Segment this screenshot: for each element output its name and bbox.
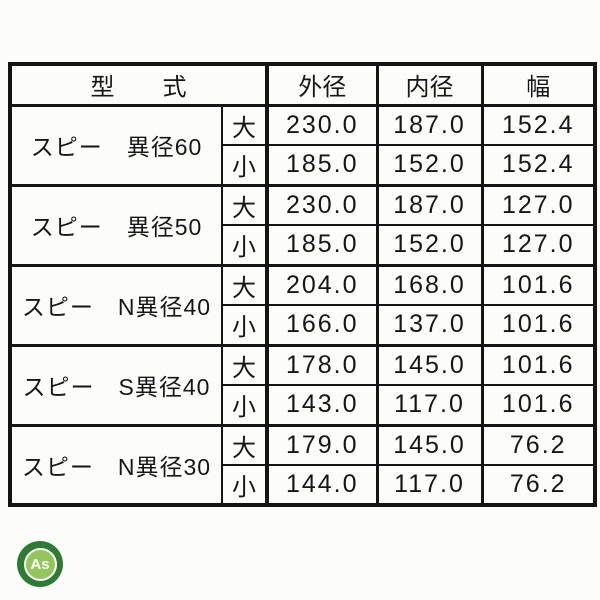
- width-value: 101.6: [480, 263, 596, 306]
- model-name: スピー N異径30: [9, 423, 223, 506]
- size-label-large: 大: [221, 343, 268, 386]
- outer-diameter-value: 179.0: [265, 423, 378, 466]
- as-logo-inner-circle: As: [23, 547, 57, 581]
- size-label-small: 小: [221, 304, 268, 346]
- table-row: 小 185.0 152.0 127.0: [10, 224, 596, 266]
- table-row: 小 143.0 117.0 101.6: [10, 384, 596, 426]
- table-row: スピー 異径60 大 230.0 187.0 152.4: [9, 104, 596, 186]
- outer-diameter-value: 230.0: [265, 104, 378, 146]
- inner-diameter-value: 187.0: [375, 104, 483, 146]
- inner-diameter-value: 145.0: [375, 423, 483, 466]
- table-row: 小 185.0 152.0 152.4: [10, 144, 596, 186]
- table-row: スピー N異径40 大 204.0 168.0 101.6: [9, 263, 596, 346]
- width-value: 127.0: [480, 224, 596, 266]
- model-name: スピー 異径50: [9, 183, 223, 266]
- width-value: 127.0: [480, 183, 596, 226]
- inner-diameter-value: 145.0: [375, 343, 483, 386]
- outer-diameter-value: 178.0: [265, 343, 378, 386]
- width-value: 76.2: [480, 464, 596, 506]
- spec-table: 型 式 外径 内径 幅 スピー 異径60 大 230.0 187.0 152.4…: [8, 62, 597, 507]
- model-name: スピー N異径40: [9, 263, 223, 346]
- header-row: 型 式 外径 内径 幅: [9, 63, 596, 107]
- table-row: 小 166.0 137.0 101.6: [10, 304, 596, 346]
- size-label-small: 小: [221, 464, 268, 506]
- col-header-model: 型 式: [9, 63, 268, 107]
- as-shop-logo: As: [17, 541, 63, 587]
- width-value: 152.4: [480, 104, 596, 146]
- width-value: 101.6: [480, 304, 596, 346]
- outer-diameter-value: 185.0: [265, 224, 378, 266]
- inner-diameter-value: 117.0: [375, 384, 483, 426]
- col-header-inner-diameter: 内径: [375, 63, 483, 107]
- inner-diameter-value: 152.0: [375, 224, 483, 266]
- model-name: スピー 異径60: [9, 104, 223, 186]
- width-value: 101.6: [480, 384, 596, 426]
- outer-diameter-value: 185.0: [265, 144, 378, 186]
- inner-diameter-value: 168.0: [375, 263, 483, 306]
- size-label-large: 大: [221, 423, 268, 466]
- size-label-small: 小: [221, 224, 268, 266]
- outer-diameter-value: 144.0: [265, 464, 378, 506]
- size-label-large: 大: [221, 104, 268, 146]
- size-label-large: 大: [221, 263, 268, 306]
- outer-diameter-value: 166.0: [265, 304, 378, 346]
- inner-diameter-value: 152.0: [375, 144, 483, 186]
- outer-diameter-value: 143.0: [265, 384, 378, 426]
- table-row: スピー 異径50 大 230.0 187.0 127.0: [9, 183, 596, 266]
- width-value: 101.6: [480, 343, 596, 386]
- table-row: スピー N異径30 大 179.0 145.0 76.2: [9, 423, 596, 506]
- size-label-small: 小: [221, 144, 268, 186]
- table-row: スピー S異径40 大 178.0 145.0 101.6: [9, 343, 596, 426]
- outer-diameter-value: 204.0: [265, 263, 378, 306]
- col-header-outer-diameter: 外径: [265, 63, 378, 107]
- outer-diameter-value: 230.0: [265, 183, 378, 226]
- width-value: 76.2: [480, 423, 596, 466]
- inner-diameter-value: 187.0: [375, 183, 483, 226]
- inner-diameter-value: 137.0: [375, 304, 483, 346]
- col-header-width: 幅: [480, 63, 596, 107]
- as-logo-text: As: [30, 555, 50, 573]
- model-name: スピー S異径40: [9, 343, 223, 426]
- table-row: 小 144.0 117.0 76.2: [10, 464, 596, 506]
- inner-diameter-value: 117.0: [375, 464, 483, 506]
- width-value: 152.4: [480, 144, 596, 186]
- size-label-large: 大: [221, 183, 268, 226]
- size-label-small: 小: [221, 384, 268, 426]
